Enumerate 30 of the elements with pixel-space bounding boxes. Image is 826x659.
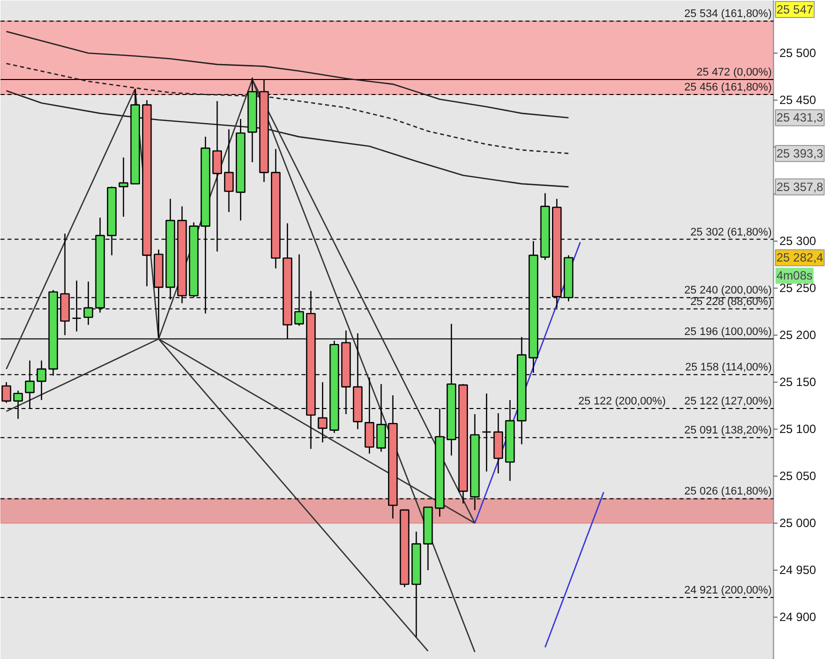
y-tick-label: 25 500 [779,46,816,60]
ref-line-label: 25 158 (114,00%) [685,362,772,374]
ref-line-label: 25 196 (100,00%) [684,326,772,338]
text: 25 282,4 [776,250,824,265]
y-tick-label: 24 900 [779,610,816,624]
text: 25 547 [776,2,814,16]
ref-line-label: 24 921 (200,00%) [684,584,772,596]
ref-line-label: 25 534 (161,80%) [684,8,772,20]
text: 4m08s [776,268,813,283]
y-tick-label: 25 050 [779,469,816,484]
ref-line-label: 25 228 (88,60%) [690,296,772,308]
text: 25 357,8 [776,180,824,194]
y-tick-label: 25 100 [779,422,816,436]
y-tick-label: 25 150 [779,375,816,390]
annotation: 25 122 (200,00%) [578,395,666,408]
ref-line-label: 25 456 (161,80%) [684,82,772,94]
y-tick-label: 25 000 [779,516,816,530]
y-tick-label: 25 300 [779,234,816,248]
ref-line-label: 25 240 (200,00%) [684,284,772,297]
ref-line-label: 25 026 (161,80%) [684,486,772,498]
y-tick-label: 24 950 [779,563,816,578]
text: 25 431,3 [776,110,824,125]
y-tick-label: 25 450 [779,93,816,108]
ref-line-label: 25 472 (0,00%) [696,66,772,78]
ref-line-label: 25 122 (127,00%) [684,395,772,408]
ref-line-label: 25 302 (61,80%) [690,226,772,238]
y-tick-label: 25 200 [779,328,816,342]
y-tick-label: 25 250 [779,281,816,296]
ref-line-label: 25 091 (138,20%) [684,424,772,437]
text: 25 393,3 [776,146,824,160]
